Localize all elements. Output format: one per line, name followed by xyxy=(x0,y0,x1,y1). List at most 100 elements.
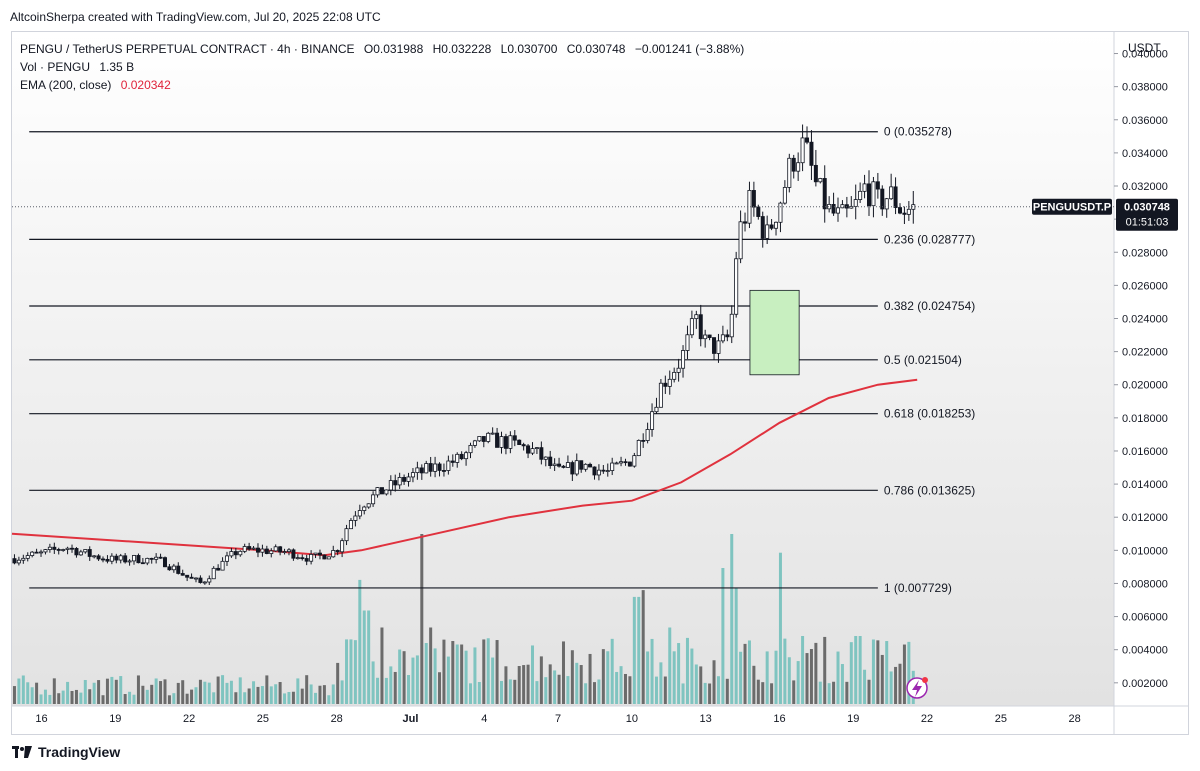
candle-body xyxy=(490,432,495,435)
volume-bar xyxy=(212,692,216,704)
candle-body xyxy=(561,465,566,468)
candle-body xyxy=(362,506,367,511)
volume-bar xyxy=(610,638,614,704)
price-axis-currency: USDT xyxy=(1128,41,1161,55)
volume-bar xyxy=(783,638,787,704)
volume-bar xyxy=(765,651,769,704)
volume-bar xyxy=(198,679,202,704)
candle-body xyxy=(402,477,407,482)
volume-bar xyxy=(601,649,605,704)
volume-bar xyxy=(376,677,380,704)
notification-dot-icon xyxy=(922,677,928,683)
candle-body xyxy=(260,548,265,553)
volume-bar xyxy=(353,640,357,704)
volume-bar xyxy=(646,651,650,704)
price-axis-label: 0.022000 xyxy=(1122,347,1168,359)
candle-body xyxy=(769,224,774,229)
legend-volume-label[interactable]: Vol · PENGU xyxy=(20,60,91,74)
candle-body xyxy=(565,462,570,468)
volume-bar xyxy=(548,664,552,704)
candle-body xyxy=(552,463,557,466)
volume-bar xyxy=(805,653,809,704)
volume-bar xyxy=(796,661,800,704)
volume-bar xyxy=(597,679,601,704)
volume-bar xyxy=(345,639,349,704)
candle-body xyxy=(623,461,628,464)
volume-bar xyxy=(863,669,867,704)
candle-body xyxy=(880,188,885,210)
candle-body xyxy=(101,558,106,561)
volume-bar xyxy=(203,681,207,704)
candle-body xyxy=(521,444,526,447)
candle-body xyxy=(375,487,380,496)
candle-body xyxy=(366,503,371,508)
candle-body xyxy=(322,554,327,560)
volume-bar xyxy=(526,664,530,704)
volume-bar xyxy=(787,657,791,704)
volume-bar xyxy=(774,650,778,704)
price-axis-label: 0.036000 xyxy=(1122,115,1168,127)
candle-body xyxy=(822,178,827,210)
volume-bar xyxy=(349,639,353,704)
volume-bar xyxy=(79,692,83,704)
candle-body xyxy=(437,463,442,471)
volume-bar xyxy=(52,678,56,704)
candle-body xyxy=(384,489,389,495)
candle-body xyxy=(269,550,274,554)
candle-body xyxy=(477,436,482,442)
volume-bar xyxy=(39,694,43,704)
candle-body xyxy=(796,162,801,172)
volume-bar xyxy=(575,662,579,704)
support-zone-box[interactable] xyxy=(749,289,800,376)
volume-bar xyxy=(433,648,437,704)
candle-body xyxy=(884,198,889,210)
volume-bar xyxy=(703,682,707,704)
volume-bar xyxy=(92,682,96,704)
candle-body xyxy=(809,141,814,166)
volume-bar xyxy=(473,647,477,704)
volume-bar xyxy=(252,681,256,704)
time-axis-label: 22 xyxy=(921,713,933,725)
volume-bar xyxy=(283,693,287,704)
candle-body xyxy=(743,221,748,224)
candle-body xyxy=(508,435,513,449)
volume-bar xyxy=(61,690,65,704)
candle-body xyxy=(689,318,694,336)
volume-bar xyxy=(522,665,526,704)
candle-body xyxy=(242,546,247,552)
volume-bar xyxy=(544,677,548,704)
candle-body xyxy=(348,520,353,530)
candle-body xyxy=(911,204,916,210)
time-axis-label: 19 xyxy=(109,713,121,725)
candle-body xyxy=(278,546,283,553)
volume-bar xyxy=(221,675,225,704)
chart-frame[interactable] xyxy=(11,31,1189,735)
candle-body xyxy=(805,137,810,143)
volume-bar xyxy=(247,688,251,704)
volume-bar xyxy=(371,661,375,704)
volume-bar xyxy=(592,682,596,704)
volume-bar xyxy=(451,641,455,704)
legend-ema-label[interactable]: EMA (200, close) xyxy=(20,78,112,92)
candle-body xyxy=(862,183,867,192)
legend-change: −0.001241 (−3.88%) xyxy=(634,42,745,56)
fib-level-label: 0.382 (0.024754) xyxy=(884,299,975,313)
candle-body xyxy=(867,183,872,207)
legend-symbol[interactable]: PENGU / TetherUS PERPETUAL CONTRACT · 4h… xyxy=(20,42,355,56)
volume-bar xyxy=(35,682,39,704)
volume-bar xyxy=(358,579,362,704)
candle-body xyxy=(132,555,137,562)
price-axis-label: 0.008000 xyxy=(1122,578,1168,590)
candle-body xyxy=(105,558,110,562)
volume-bar xyxy=(305,675,309,704)
candle-body xyxy=(211,567,216,580)
candle-body xyxy=(388,480,393,491)
volume-bar xyxy=(721,568,725,704)
candle-body xyxy=(751,190,756,208)
candle-body xyxy=(171,565,176,571)
volume-bar xyxy=(584,683,588,704)
candle-body xyxy=(831,204,836,214)
candle-body xyxy=(632,455,637,467)
volume-bar xyxy=(650,638,654,704)
